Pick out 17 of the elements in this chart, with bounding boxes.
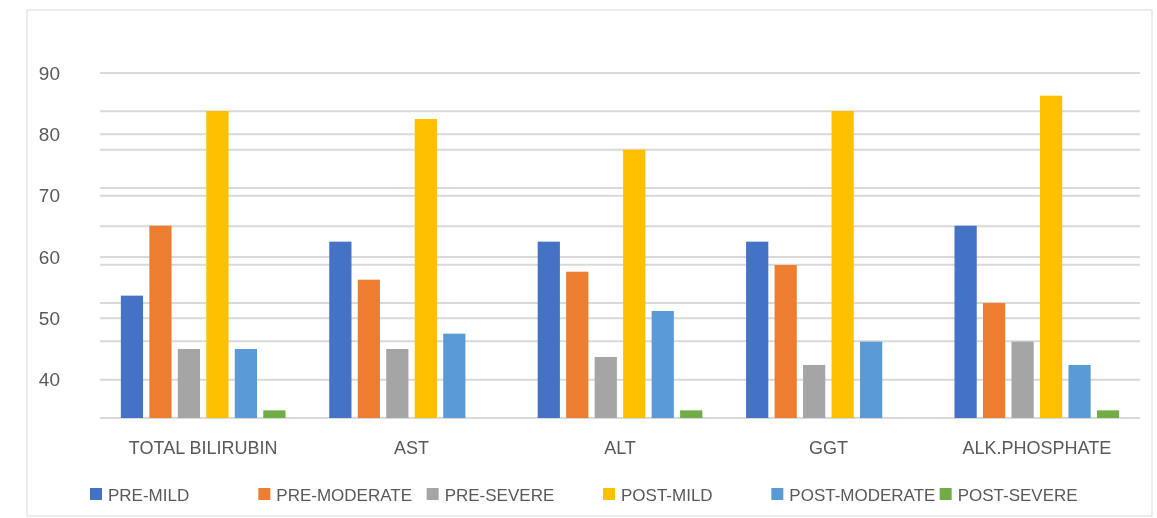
y-tick-label: 80 xyxy=(38,123,60,145)
legend-label: POST-MILD xyxy=(621,485,713,505)
x-tick-label: ALT xyxy=(604,438,636,459)
legend-label: PRE-MILD xyxy=(108,485,190,505)
legend-label: PRE-MODERATE xyxy=(276,485,413,505)
x-tick-label: AST xyxy=(394,438,430,459)
y-tick-label: 90 xyxy=(38,62,60,84)
y-tick-label: 50 xyxy=(38,307,60,329)
y-tick-label: 70 xyxy=(38,185,60,207)
legend-label: POST-SEVERE xyxy=(957,485,1078,505)
x-tick-label: GGT xyxy=(808,438,848,459)
y-tick-label: 40 xyxy=(38,369,60,391)
x-tick-label: TOTAL BILIRUBIN xyxy=(128,438,278,459)
legend-label: PRE-SEVERE xyxy=(444,485,555,505)
legend-label: POST-MODERATE xyxy=(789,485,936,505)
y-tick-label: 60 xyxy=(38,246,60,268)
x-tick-label: ALK.PHOSPHATE xyxy=(962,438,1112,459)
